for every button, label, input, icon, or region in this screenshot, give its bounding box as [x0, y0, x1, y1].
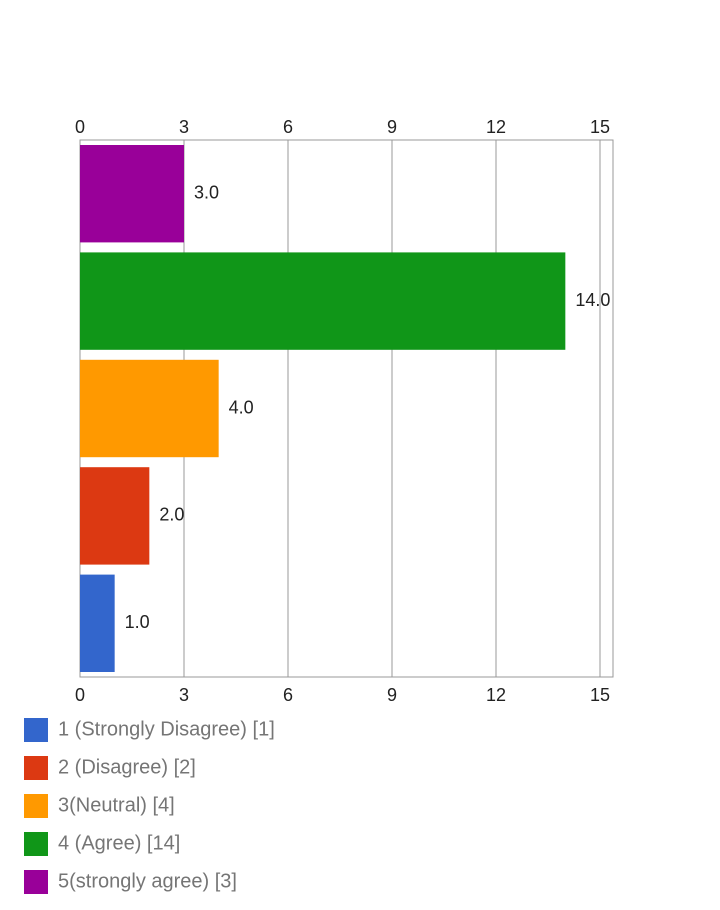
bar [80, 145, 184, 243]
bar [80, 467, 150, 565]
x-tick-label-bottom: 12 [486, 685, 506, 705]
value-label: 4.0 [229, 397, 254, 417]
x-tick-label-bottom: 3 [179, 685, 189, 705]
x-tick-label-top: 12 [486, 117, 506, 137]
x-tick-label-bottom: 15 [590, 685, 610, 705]
bar [80, 359, 219, 458]
legend-swatch [24, 756, 48, 780]
value-label: 14.0 [575, 290, 610, 310]
x-tick-label-top: 9 [387, 117, 397, 137]
legend-label: 4 (Agree) [14] [58, 832, 180, 854]
bar [80, 574, 115, 672]
legend-label: 1 (Strongly Disagree) [1] [58, 718, 275, 740]
x-tick-label-top: 3 [179, 117, 189, 137]
legend-label: 5(strongly agree) [3] [58, 870, 237, 892]
x-tick-label-top: 6 [283, 117, 293, 137]
x-tick-label-bottom: 6 [283, 685, 293, 705]
x-tick-label-top: 0 [75, 117, 85, 137]
legend-label: 3(Neutral) [4] [58, 794, 175, 816]
legend-swatch [24, 718, 48, 742]
legend-swatch [24, 870, 48, 894]
bar [80, 252, 566, 350]
x-tick-label-top: 15 [590, 117, 610, 137]
value-label: 3.0 [194, 182, 219, 202]
value-label: 1.0 [125, 612, 150, 632]
x-tick-label-bottom: 0 [75, 685, 85, 705]
legend-swatch [24, 794, 48, 818]
x-tick-label-bottom: 9 [387, 685, 397, 705]
legend-swatch [24, 832, 48, 856]
legend-label: 2 (Disagree) [2] [58, 756, 196, 778]
value-label: 2.0 [159, 505, 184, 525]
